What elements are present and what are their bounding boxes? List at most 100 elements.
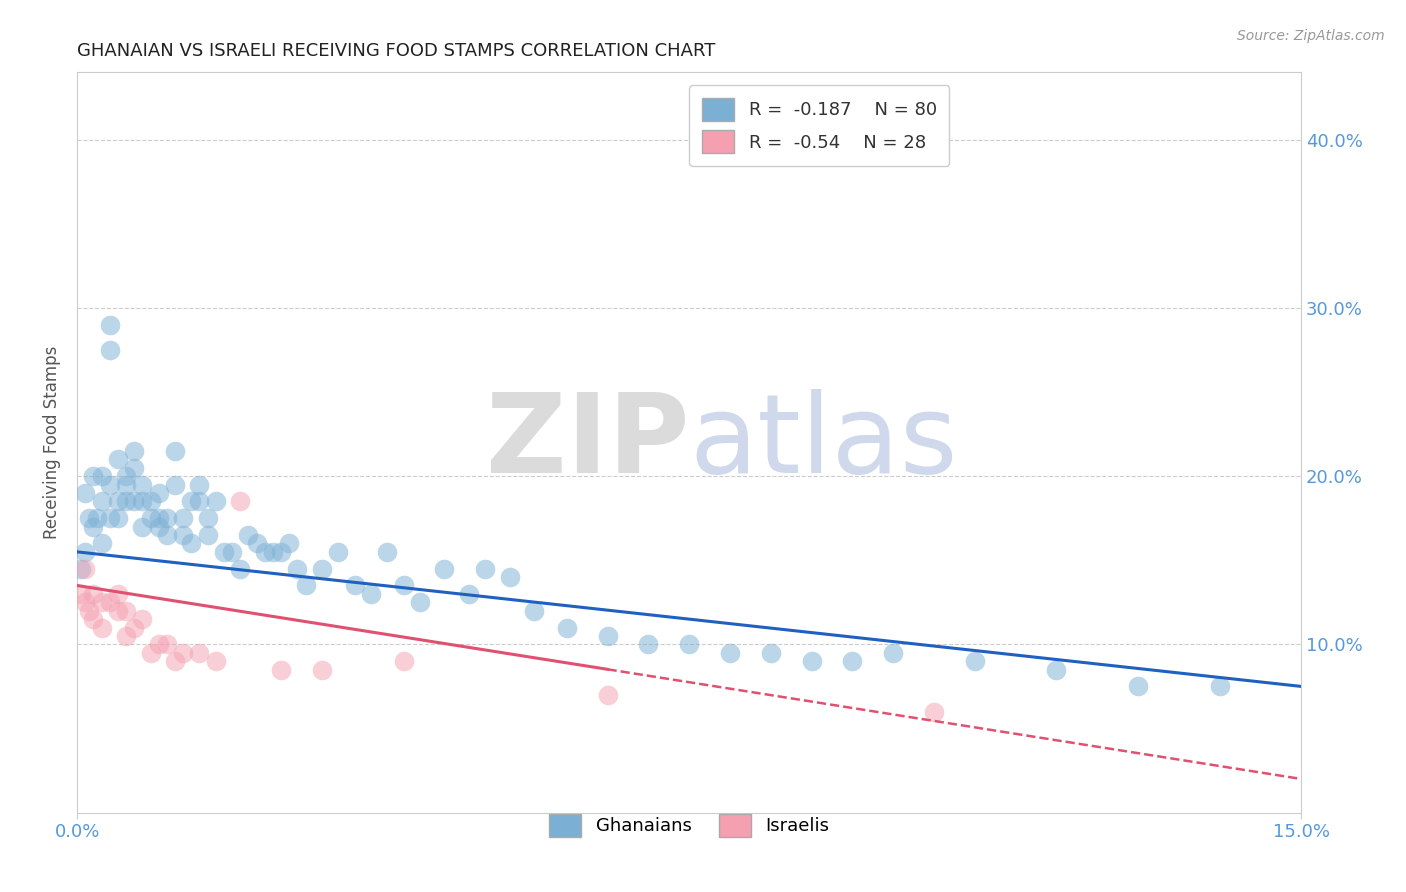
Point	[262, 545, 284, 559]
Point	[197, 528, 219, 542]
Point	[82, 469, 104, 483]
Point	[188, 646, 211, 660]
Point	[882, 646, 904, 660]
Point	[555, 621, 578, 635]
Point	[131, 612, 153, 626]
Point	[163, 654, 186, 668]
Point	[212, 545, 235, 559]
Point	[122, 444, 145, 458]
Point	[156, 511, 179, 525]
Point	[131, 494, 153, 508]
Point	[98, 343, 121, 357]
Text: atlas: atlas	[689, 389, 957, 496]
Point	[800, 654, 823, 668]
Point	[163, 477, 186, 491]
Point	[90, 595, 112, 609]
Point	[122, 460, 145, 475]
Point	[148, 511, 170, 525]
Point	[148, 519, 170, 533]
Point	[392, 654, 415, 668]
Point	[139, 494, 162, 508]
Point	[278, 536, 301, 550]
Point	[759, 646, 782, 660]
Point	[375, 545, 398, 559]
Point	[139, 511, 162, 525]
Point	[474, 562, 496, 576]
Point	[75, 595, 97, 609]
Point	[457, 587, 479, 601]
Point	[172, 528, 194, 542]
Point	[246, 536, 269, 550]
Point	[409, 595, 432, 609]
Point	[98, 318, 121, 332]
Point	[139, 646, 162, 660]
Point	[197, 511, 219, 525]
Point	[498, 570, 520, 584]
Y-axis label: Receiving Food Stamps: Receiving Food Stamps	[44, 346, 60, 539]
Point	[107, 452, 129, 467]
Point	[172, 511, 194, 525]
Point	[90, 469, 112, 483]
Point	[79, 511, 101, 525]
Point	[122, 621, 145, 635]
Point	[328, 545, 350, 559]
Point	[86, 511, 108, 525]
Point	[107, 511, 129, 525]
Point	[148, 637, 170, 651]
Text: Source: ZipAtlas.com: Source: ZipAtlas.com	[1237, 29, 1385, 43]
Point	[148, 486, 170, 500]
Point	[678, 637, 700, 651]
Point	[1208, 680, 1230, 694]
Point	[343, 578, 366, 592]
Point	[392, 578, 415, 592]
Legend: Ghanaians, Israelis: Ghanaians, Israelis	[541, 806, 837, 844]
Point	[82, 519, 104, 533]
Point	[131, 519, 153, 533]
Point	[131, 477, 153, 491]
Point	[180, 494, 202, 508]
Point	[204, 654, 226, 668]
Point	[90, 536, 112, 550]
Point	[433, 562, 456, 576]
Point	[79, 604, 101, 618]
Point	[90, 494, 112, 508]
Point	[156, 637, 179, 651]
Point	[596, 629, 619, 643]
Point	[75, 486, 97, 500]
Text: ZIP: ZIP	[485, 389, 689, 496]
Point	[270, 545, 292, 559]
Point	[115, 494, 138, 508]
Point	[311, 663, 333, 677]
Point	[122, 494, 145, 508]
Point	[188, 477, 211, 491]
Point	[204, 494, 226, 508]
Point	[115, 604, 138, 618]
Point	[922, 705, 945, 719]
Point	[841, 654, 863, 668]
Point	[963, 654, 986, 668]
Point	[1126, 680, 1149, 694]
Point	[270, 663, 292, 677]
Point	[107, 604, 129, 618]
Point	[115, 629, 138, 643]
Point	[115, 469, 138, 483]
Point	[172, 646, 194, 660]
Point	[221, 545, 243, 559]
Point	[163, 444, 186, 458]
Point	[98, 477, 121, 491]
Point	[82, 612, 104, 626]
Point	[596, 688, 619, 702]
Point	[229, 562, 252, 576]
Point	[180, 536, 202, 550]
Point	[637, 637, 659, 651]
Point	[229, 494, 252, 508]
Point	[1045, 663, 1067, 677]
Point	[90, 621, 112, 635]
Point	[156, 528, 179, 542]
Point	[98, 511, 121, 525]
Point	[294, 578, 316, 592]
Point	[107, 587, 129, 601]
Point	[311, 562, 333, 576]
Point	[70, 587, 93, 601]
Point	[287, 562, 309, 576]
